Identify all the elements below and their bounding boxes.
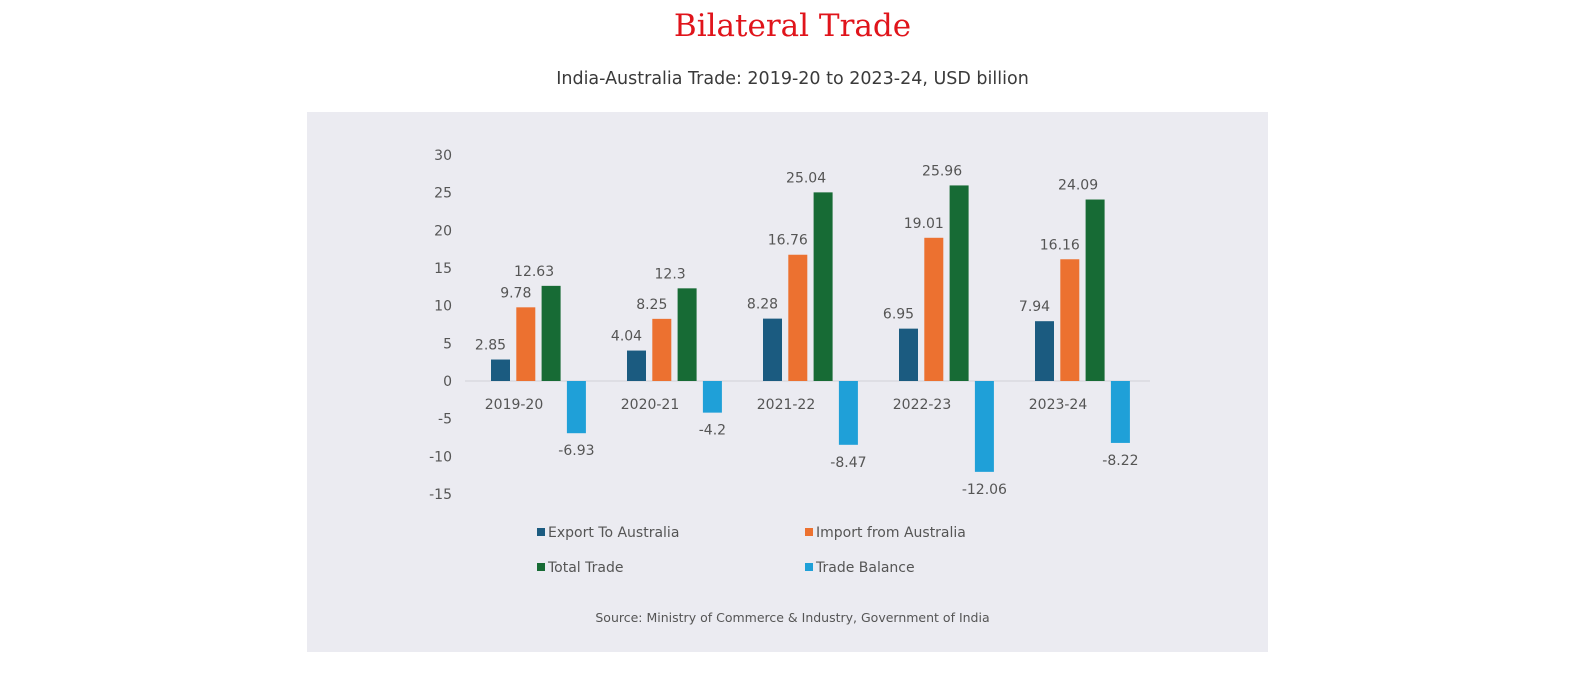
data-label: 16.76	[768, 233, 808, 249]
bar-0-2022-23	[899, 328, 918, 381]
y-tick-label: 15	[434, 261, 452, 277]
bar-2-2020-21	[677, 288, 697, 381]
y-tick-label: 25	[434, 186, 452, 202]
legend-label: Trade Balance	[815, 560, 915, 576]
bar-0-2020-21	[627, 350, 646, 381]
bar-0-2021-22	[763, 318, 782, 381]
chart-panel	[307, 112, 1268, 652]
legend-swatch	[805, 528, 813, 536]
data-label: -4.2	[699, 423, 726, 439]
bar-1-2020-21	[652, 318, 672, 381]
page-title: Bilateral Trade	[673, 8, 912, 44]
legend-label: Import from Australia	[816, 525, 966, 541]
data-label: 25.04	[786, 170, 826, 186]
data-label: 19.01	[904, 216, 944, 232]
y-tick-label: 5	[443, 336, 452, 352]
bar-1-2023-24	[1060, 259, 1080, 381]
bar-3-2021-22	[838, 381, 858, 445]
bar-3-2023-24	[1110, 381, 1130, 443]
category-label: 2021-22	[757, 397, 816, 413]
legend-swatch	[805, 563, 813, 571]
category-label: 2020-21	[621, 397, 680, 413]
bar-0-2019-20	[491, 359, 510, 381]
y-tick-label: 20	[434, 223, 452, 239]
y-tick-label: 0	[443, 374, 452, 390]
bar-1-2021-22	[788, 254, 808, 381]
bar-1-2022-23	[924, 237, 944, 381]
bar-0-2023-24	[1035, 321, 1054, 381]
bar-2-2021-22	[813, 192, 833, 381]
y-tick-label: 10	[434, 299, 452, 315]
y-tick-label: 30	[434, 148, 452, 164]
bar-3-2019-20	[566, 381, 586, 434]
bar-2-2023-24	[1085, 199, 1105, 381]
legend-swatch	[537, 563, 545, 571]
data-label: -6.93	[558, 443, 594, 459]
y-tick-label: -5	[438, 412, 452, 428]
bar-2-2022-23	[949, 185, 969, 381]
data-label: 8.28	[747, 297, 778, 313]
y-tick-label: -10	[429, 449, 452, 465]
data-label: 16.16	[1040, 237, 1080, 253]
chart-source: Source: Ministry of Commerce & Industry,…	[595, 610, 990, 625]
bar-3-2022-23	[974, 381, 994, 472]
bar-1-2019-20	[516, 307, 536, 381]
y-tick-label: -15	[429, 487, 452, 503]
data-label: 24.09	[1058, 178, 1098, 194]
data-label: 12.63	[514, 264, 554, 280]
chart-title: India-Australia Trade: 2019-20 to 2023-2…	[556, 69, 1029, 89]
data-label: 4.04	[611, 329, 642, 345]
legend-label: Total Trade	[547, 560, 623, 576]
data-label: -12.06	[962, 482, 1007, 498]
data-label: 7.94	[1019, 299, 1050, 315]
data-label: 8.25	[636, 297, 667, 313]
data-label: 9.78	[500, 285, 531, 301]
data-label: -8.22	[1102, 453, 1138, 469]
bar-3-2020-21	[702, 381, 722, 413]
legend-label: Export To Australia	[548, 525, 679, 541]
data-label: 12.3	[655, 266, 686, 282]
data-label: -8.47	[830, 455, 866, 471]
category-label: 2023-24	[1029, 397, 1088, 413]
bar-2-2019-20	[541, 285, 561, 381]
legend-swatch	[537, 528, 545, 536]
data-label: 6.95	[883, 307, 914, 323]
category-label: 2022-23	[893, 397, 952, 413]
category-label: 2019-20	[485, 397, 544, 413]
data-label: 2.85	[475, 338, 506, 354]
data-label: 25.96	[922, 163, 962, 179]
